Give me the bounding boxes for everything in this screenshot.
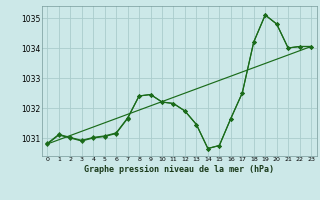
X-axis label: Graphe pression niveau de la mer (hPa): Graphe pression niveau de la mer (hPa) <box>84 165 274 174</box>
